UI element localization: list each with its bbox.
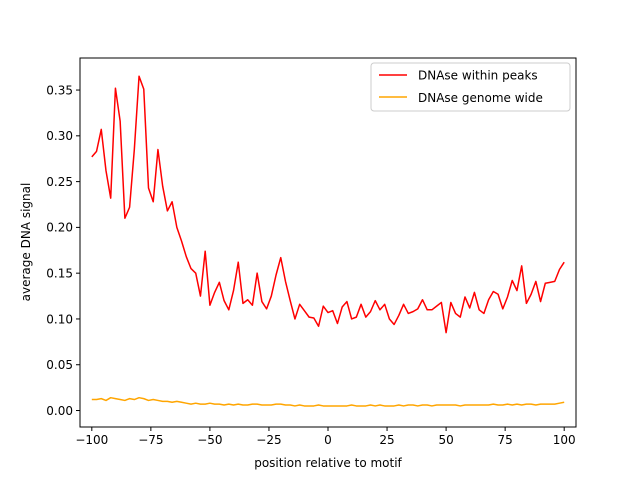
- y-axis-ticks: 0.00 0.05 0.10 0.15 0.20 0.25 0.30 0.35: [46, 83, 80, 418]
- x-tick-label: 0: [324, 433, 332, 447]
- x-axis-ticks: −100 −75 −50 −25 0 25 50 75 100: [75, 427, 576, 447]
- y-tick-label: 0.00: [46, 404, 73, 418]
- legend-label-within-peaks: DNAse within peaks: [418, 69, 538, 83]
- x-tick-label: 75: [498, 433, 513, 447]
- legend-box: [370, 62, 571, 112]
- x-tick-label: −50: [197, 433, 222, 447]
- x-tick-label: 25: [379, 433, 394, 447]
- x-tick-label: 100: [553, 433, 576, 447]
- series-line-0: [91, 75, 565, 334]
- x-tick-label: 50: [438, 433, 453, 447]
- y-tick-label: 0.10: [46, 312, 73, 326]
- y-tick-label: 0.15: [46, 266, 73, 280]
- x-axis-label: position relative to motif: [254, 456, 402, 470]
- x-tick-label: −25: [256, 433, 281, 447]
- x-tick-label: −75: [138, 433, 163, 447]
- series-line-1: [91, 396, 565, 407]
- legend-label-genome-wide: DNAse genome wide: [418, 91, 543, 105]
- y-tick-label: 0.20: [46, 221, 73, 235]
- y-tick-label: 0.30: [46, 129, 73, 143]
- y-axis-label: average DNA signal: [19, 183, 33, 302]
- plot-lines: [91, 75, 565, 407]
- y-tick-label: 0.05: [46, 358, 73, 372]
- axes-frame: [79, 57, 577, 428]
- x-tick-label: −100: [75, 433, 108, 447]
- y-tick-label: 0.25: [46, 175, 73, 189]
- y-tick-label: 0.35: [46, 83, 73, 97]
- legend: DNAse within peaks DNAse genome wide: [370, 62, 571, 112]
